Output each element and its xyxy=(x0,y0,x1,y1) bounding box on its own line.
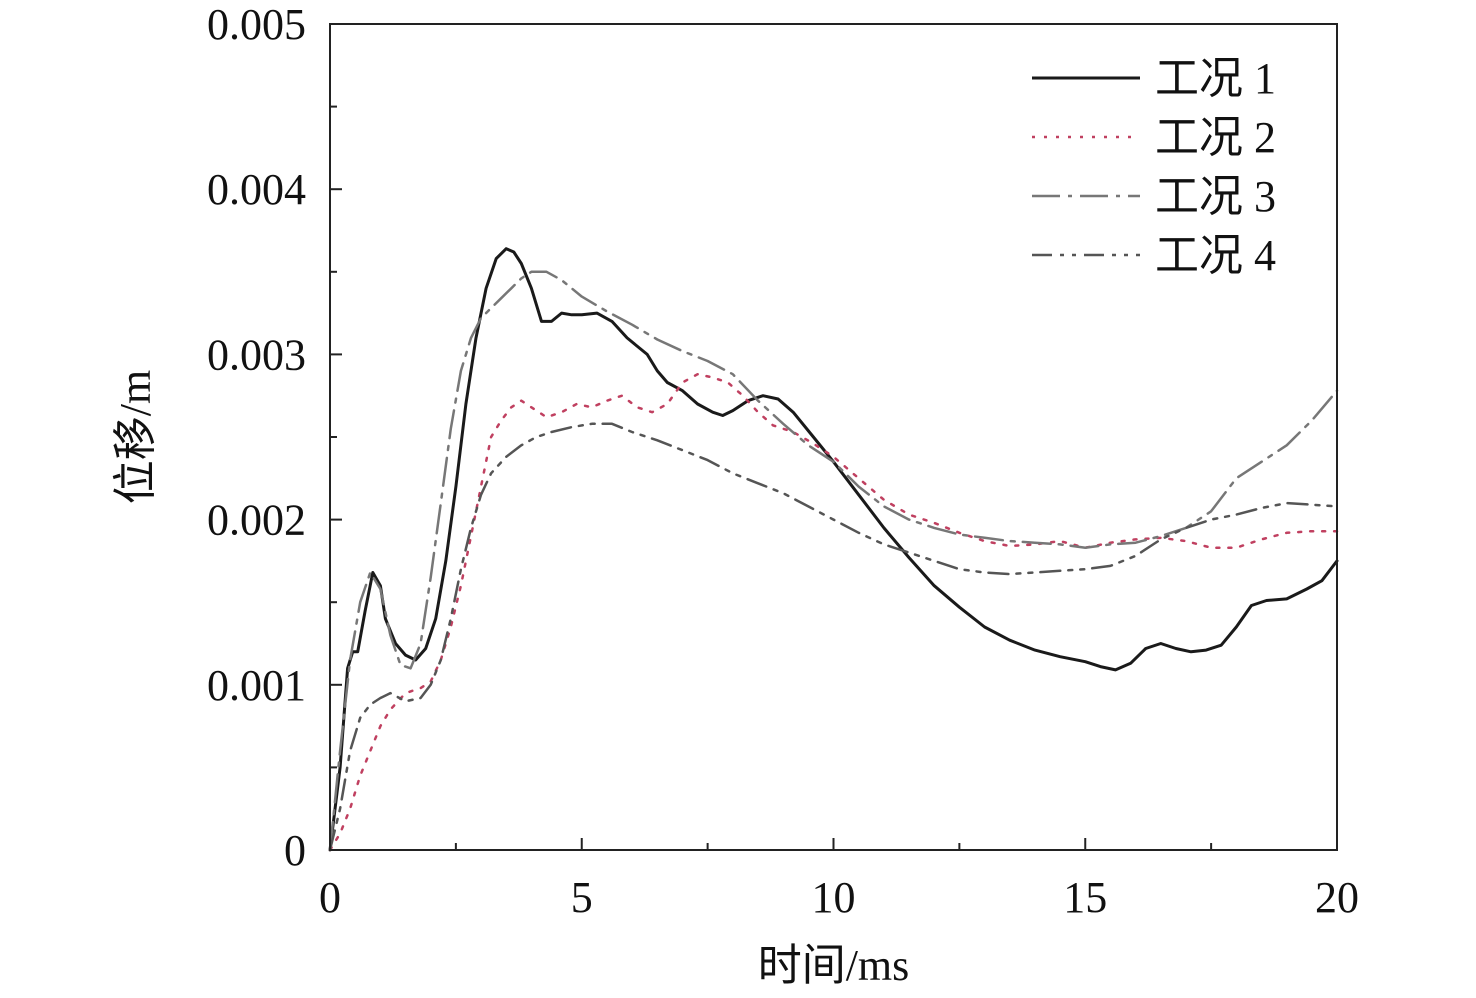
series-line-4 xyxy=(328,422,1339,852)
y-tick-label: 0.003 xyxy=(207,330,306,379)
legend-label-4: 工况 4 xyxy=(1155,231,1276,280)
series-line-3 xyxy=(328,270,1339,852)
legend-label-2: 工况 2 xyxy=(1155,113,1276,162)
ticks-layer: 0 5 10 15 20 0 0.001 0.002 0.003 0.004 0.005 xyxy=(207,0,1359,922)
y-tick-label: 0.005 xyxy=(207,0,306,49)
legend: 工况 1 工况 2 工况 3 工况 4 xyxy=(1032,54,1276,280)
y-tick-label: 0.004 xyxy=(207,165,306,214)
y-axis-title: 位移/m xyxy=(111,370,160,504)
x-tick-label: 15 xyxy=(1063,873,1107,922)
series-layer xyxy=(328,247,1339,852)
series-line-1 xyxy=(328,247,1339,852)
legend-label-1: 工况 1 xyxy=(1155,54,1276,103)
y-tick-label: 0.002 xyxy=(207,496,306,545)
x-tick-label: 20 xyxy=(1315,873,1359,922)
legend-label-3: 工况 3 xyxy=(1155,172,1276,221)
y-tick-label: 0 xyxy=(284,826,306,875)
x-tick-label: 5 xyxy=(571,873,593,922)
y-tick-label: 0.001 xyxy=(207,661,306,710)
x-tick-label: 0 xyxy=(319,873,341,922)
series-line-2 xyxy=(328,372,1339,852)
x-axis-title: 时间/ms xyxy=(758,941,910,990)
x-tick-label: 10 xyxy=(812,873,856,922)
